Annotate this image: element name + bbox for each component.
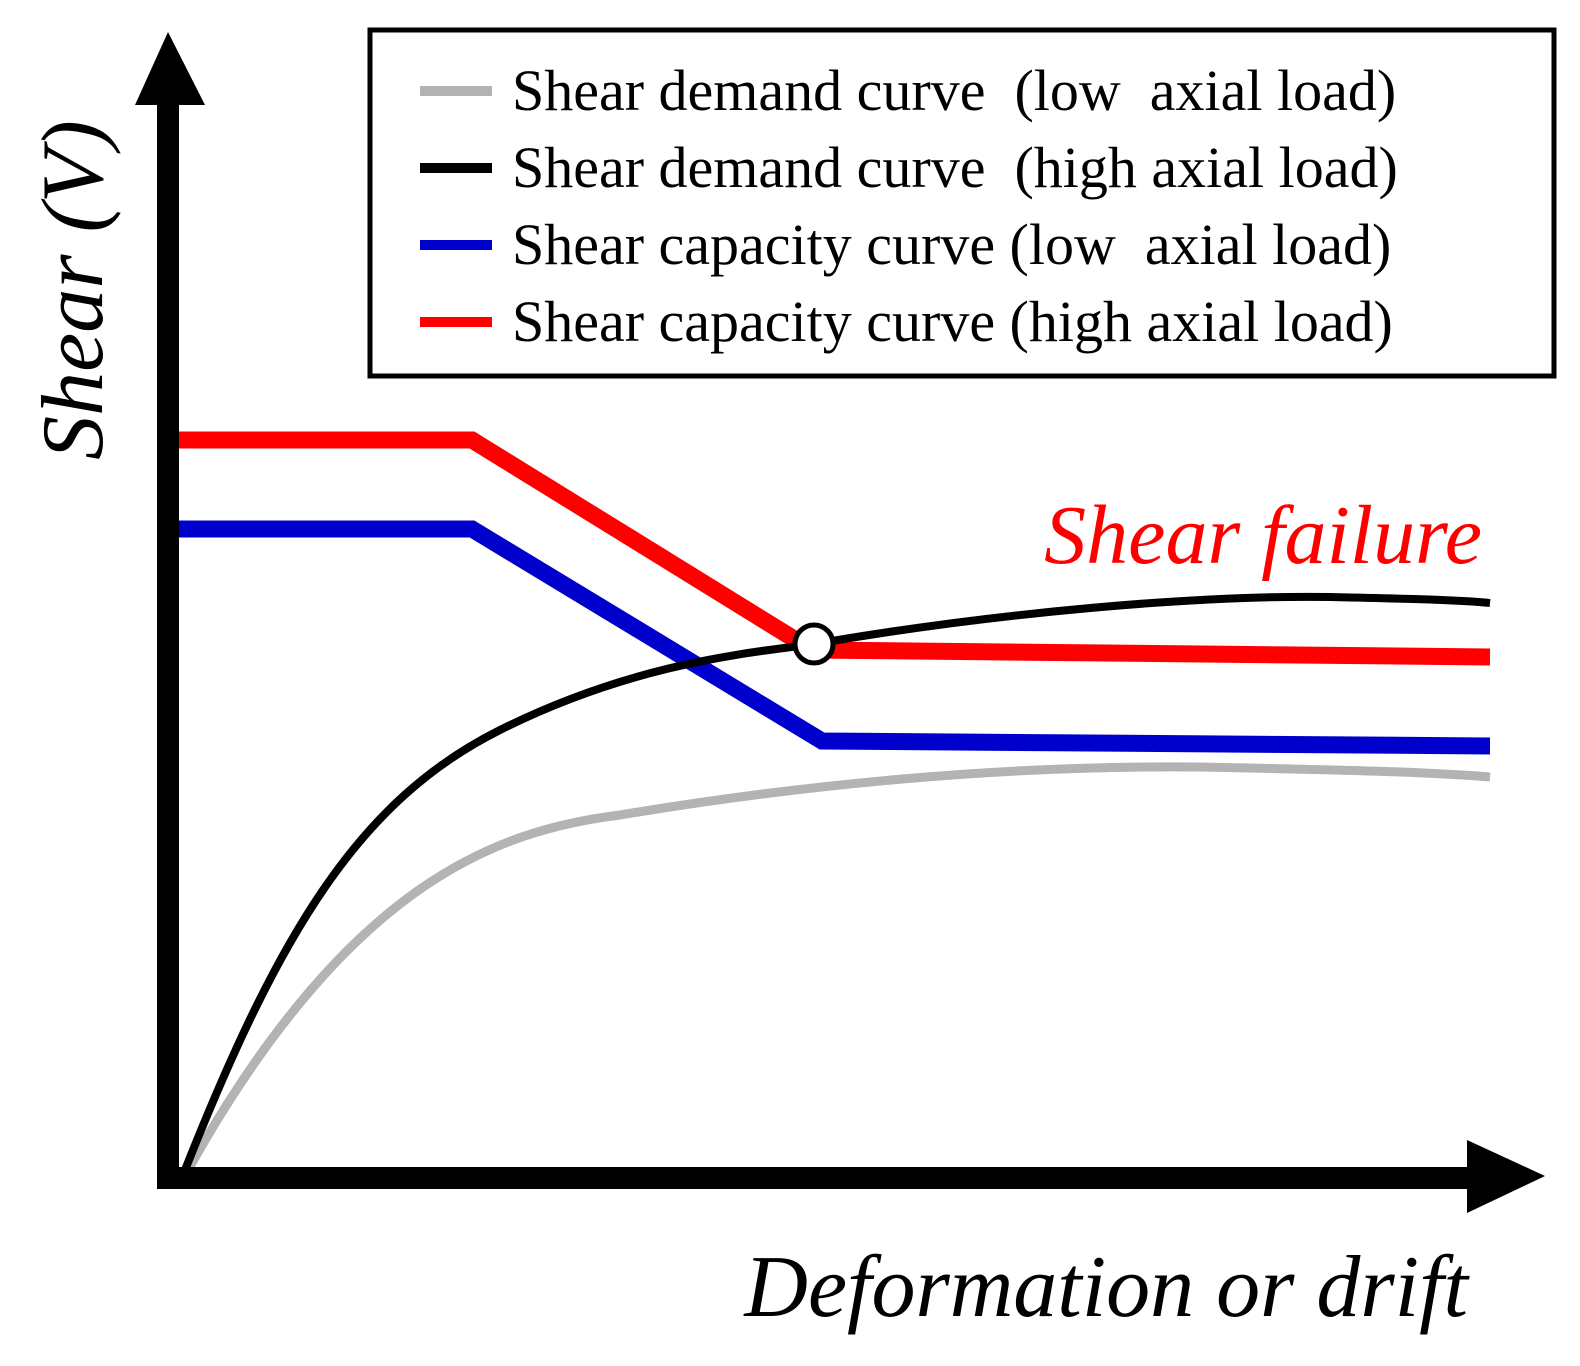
legend-label-capacity-high: Shear capacity curve (high axial load) bbox=[512, 289, 1393, 354]
x-axis-arrowhead bbox=[1467, 1140, 1545, 1213]
y-axis-label: Shear (V) bbox=[25, 120, 122, 460]
legend-item-demand-low: Shear demand curve (low axial load) bbox=[420, 58, 1396, 123]
shear-capacity-curve-low-axial-load bbox=[178, 520, 1491, 755]
axes bbox=[135, 32, 1545, 1213]
legend-frame bbox=[367, 27, 1557, 379]
shear-demand-curve-low-axial-load bbox=[184, 762, 1491, 1173]
legend-item-capacity-high: Shear capacity curve (high axial load) bbox=[420, 289, 1393, 354]
y-axis-arrowhead bbox=[135, 32, 205, 105]
shear-demand-curve-high-axial-load bbox=[181, 592, 1491, 1172]
x-axis-label: Deformation or drift bbox=[743, 1239, 1470, 1336]
legend-label-demand-low: Shear demand curve (low axial load) bbox=[512, 58, 1396, 123]
legend-label-capacity-low: Shear capacity curve (low axial load) bbox=[512, 212, 1391, 277]
shear-capacity-curve-high-axial-load bbox=[178, 431, 1491, 666]
shear-failure-annotation: Shear failure bbox=[1044, 489, 1482, 582]
legend-label-demand-high: Shear demand curve (high axial load) bbox=[512, 135, 1398, 200]
curves bbox=[178, 431, 1491, 1173]
shear-failure-marker bbox=[792, 622, 836, 666]
legend-item-demand-high: Shear demand curve (high axial load) bbox=[420, 135, 1398, 200]
legend: Shear demand curve (low axial load) Shea… bbox=[367, 27, 1557, 379]
legend-item-capacity-low: Shear capacity curve (low axial load) bbox=[420, 212, 1391, 277]
